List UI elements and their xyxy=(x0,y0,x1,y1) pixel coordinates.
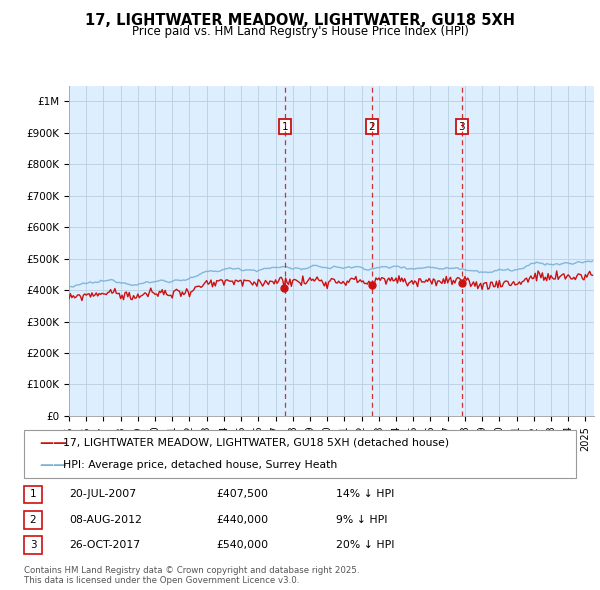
Text: Price paid vs. HM Land Registry's House Price Index (HPI): Price paid vs. HM Land Registry's House … xyxy=(131,25,469,38)
Text: 3: 3 xyxy=(29,540,37,550)
Text: 1: 1 xyxy=(29,490,37,499)
Text: HPI: Average price, detached house, Surrey Heath: HPI: Average price, detached house, Surr… xyxy=(63,460,337,470)
Text: £407,500: £407,500 xyxy=(216,490,268,499)
Text: 2: 2 xyxy=(368,122,375,132)
Text: £540,000: £540,000 xyxy=(216,540,268,550)
Text: 3: 3 xyxy=(458,122,465,132)
Text: ——: —— xyxy=(39,435,67,450)
Text: 14% ↓ HPI: 14% ↓ HPI xyxy=(336,490,394,499)
Text: £440,000: £440,000 xyxy=(216,515,268,525)
Text: 20-JUL-2007: 20-JUL-2007 xyxy=(69,490,136,499)
Text: 26-OCT-2017: 26-OCT-2017 xyxy=(69,540,140,550)
Text: ——: —— xyxy=(39,458,67,472)
Text: 1: 1 xyxy=(281,122,288,132)
Text: Contains HM Land Registry data © Crown copyright and database right 2025.
This d: Contains HM Land Registry data © Crown c… xyxy=(24,566,359,585)
Text: 20% ↓ HPI: 20% ↓ HPI xyxy=(336,540,395,550)
Text: 17, LIGHTWATER MEADOW, LIGHTWATER, GU18 5XH: 17, LIGHTWATER MEADOW, LIGHTWATER, GU18 … xyxy=(85,13,515,28)
Text: 9% ↓ HPI: 9% ↓ HPI xyxy=(336,515,388,525)
Text: 17, LIGHTWATER MEADOW, LIGHTWATER, GU18 5XH (detached house): 17, LIGHTWATER MEADOW, LIGHTWATER, GU18 … xyxy=(63,438,449,448)
Text: 08-AUG-2012: 08-AUG-2012 xyxy=(69,515,142,525)
Text: 2: 2 xyxy=(29,515,37,525)
